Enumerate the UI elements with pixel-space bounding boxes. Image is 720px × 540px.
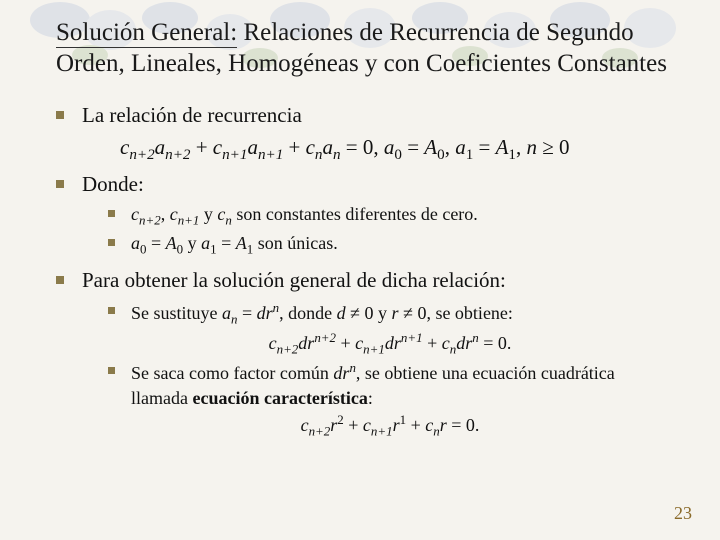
characteristic-equation: cn+2r2 + cn+1r1 + cnr = 0. xyxy=(108,412,672,440)
where-sublist: cn+2, cn+1 y cn son constantes diferente… xyxy=(108,202,672,258)
square-bullet-icon xyxy=(108,307,115,314)
sub-bullet-substitute: Se sustituye an = drn, donde d ≠ 0 y r ≠… xyxy=(108,299,672,328)
bullet-general-solution: Para obtener la solución general de dich… xyxy=(56,266,672,294)
page-number: 23 xyxy=(674,503,692,524)
bullet-recurrence-relation: La relación de recurrencia xyxy=(56,101,672,129)
recurrence-formula: cn+2an+2 + cn+1an+1 + cnan = 0, a0 = A0,… xyxy=(56,133,672,166)
sub-bullet-unique: a0 = A0 y a1 = A1 son únicas. xyxy=(108,231,672,258)
slide-title: Solución General: Relaciones de Recurren… xyxy=(56,18,672,79)
square-bullet-icon xyxy=(108,367,115,374)
square-bullet-icon xyxy=(56,180,64,188)
bullet-text: Para obtener la solución general de dich… xyxy=(82,266,672,294)
sub-bullet-text: a0 = A0 y a1 = A1 son únicas. xyxy=(131,231,672,258)
sub-bullet-text: Se saca como factor común drn, se obtien… xyxy=(131,359,672,410)
square-bullet-icon xyxy=(56,111,64,119)
substitution-formula: cn+2drn+2 + cn+1drn+1 + cndrn = 0. xyxy=(108,330,672,358)
bullet-text: Donde: xyxy=(82,170,672,198)
square-bullet-icon xyxy=(56,276,64,284)
square-bullet-icon xyxy=(108,210,115,217)
sub-bullet-text: cn+2, cn+1 y cn son constantes diferente… xyxy=(131,202,672,229)
bullet-where: Donde: xyxy=(56,170,672,198)
slide-container: Solución General: Relaciones de Recurren… xyxy=(0,0,720,540)
bullet-text: La relación de recurrencia xyxy=(82,101,672,129)
sub-bullet-factor: Se saca como factor común drn, se obtien… xyxy=(108,359,672,410)
sub-bullet-text: Se sustituye an = drn, donde d ≠ 0 y r ≠… xyxy=(131,299,672,328)
solution-sublist: Se sustituye an = drn, donde d ≠ 0 y r ≠… xyxy=(108,299,672,440)
square-bullet-icon xyxy=(108,239,115,246)
main-bullet-list: La relación de recurrencia cn+2an+2 + cn… xyxy=(56,101,672,440)
sub-bullet-constants: cn+2, cn+1 y cn son constantes diferente… xyxy=(108,202,672,229)
title-underlined: Solución General: xyxy=(56,19,237,48)
